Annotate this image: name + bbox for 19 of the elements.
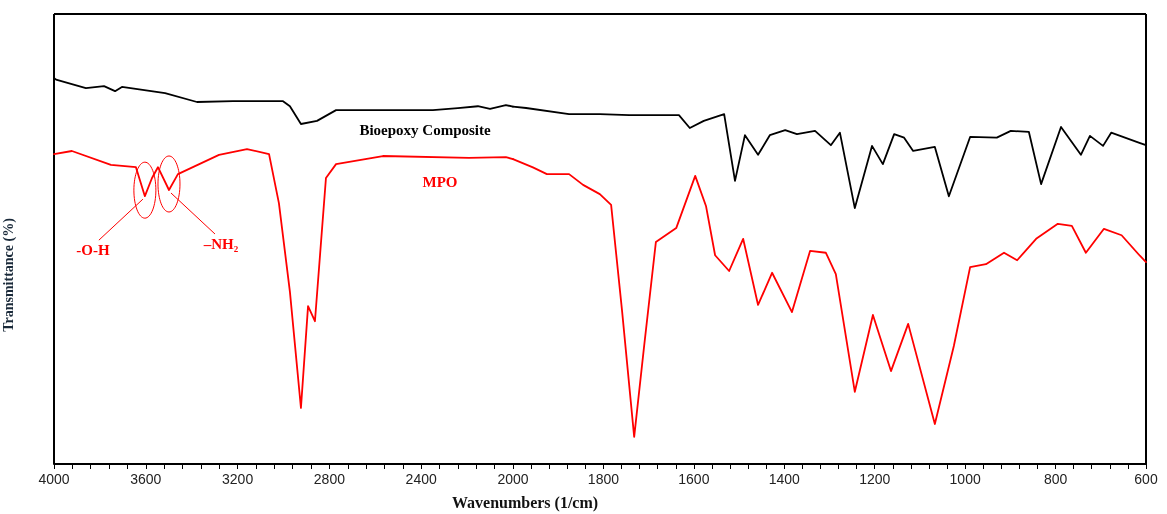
x-tick-label: 1600	[678, 471, 710, 487]
y-axis-title: Transmittance (%)	[0, 217, 17, 332]
series-label: MPO	[422, 174, 458, 190]
x-tick-label: 3600	[130, 471, 162, 487]
series-label: Bioepoxy Composite	[359, 122, 491, 138]
x-tick-label: 2400	[405, 471, 437, 487]
x-tick-label: 2000	[497, 471, 529, 487]
x-tick-label: 1000	[949, 471, 981, 487]
x-tick-label: 1800	[587, 471, 620, 487]
x-tick-label: 4000	[38, 471, 70, 487]
x-axis-title: Wavenumbers (1/cm)	[451, 493, 599, 512]
x-tick-label: 3200	[222, 471, 254, 487]
x-tick-label: 800	[1043, 471, 1068, 487]
x-tick-label: 2800	[313, 471, 346, 487]
annotation: –NH₂	[202, 235, 239, 252]
x-tick-label: 1400	[768, 471, 801, 487]
x-tick-label: 1200	[859, 471, 891, 487]
x-tick-label: 600	[1134, 471, 1158, 487]
annotation: -O-H	[76, 242, 110, 259]
